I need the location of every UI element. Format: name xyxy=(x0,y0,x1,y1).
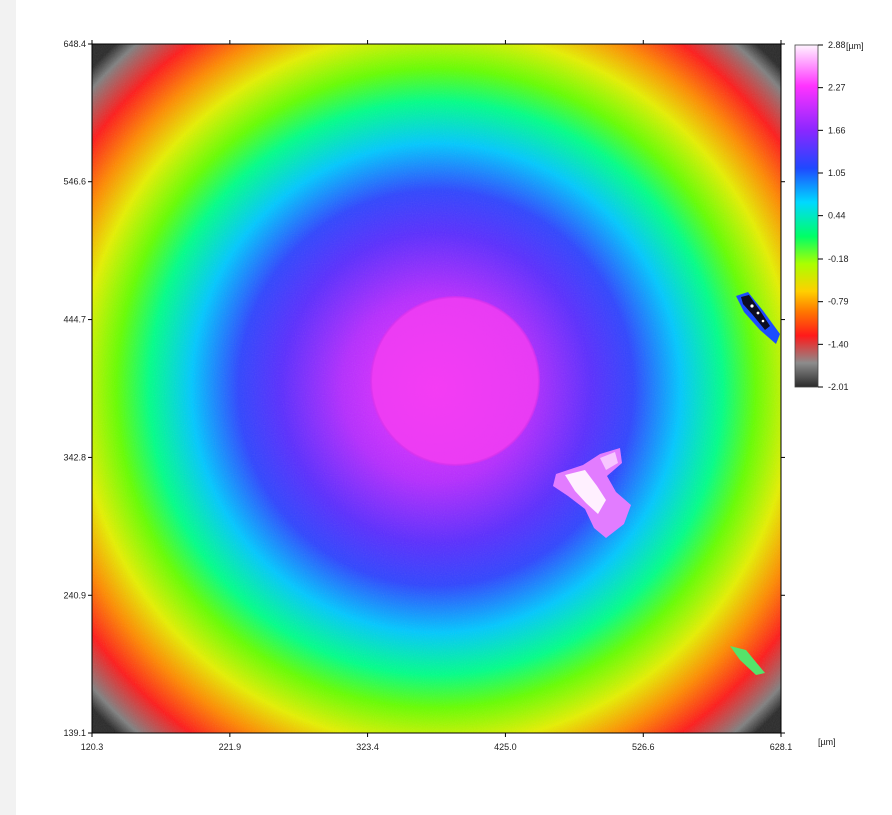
colorbar-tick-label: 0.44 xyxy=(828,211,846,221)
surface-map xyxy=(92,44,781,733)
plot-frame xyxy=(91,43,782,734)
x-axis-unit: [µm] xyxy=(818,737,836,747)
colorbar-tick-label: 1.66 xyxy=(828,125,846,135)
x-tick-label: 323.4 xyxy=(356,742,379,752)
colorbar-tick-label: -2.01 xyxy=(828,382,849,392)
x-tick-label: 221.9 xyxy=(219,742,242,752)
colorbar-tick-label: 1.05 xyxy=(828,168,846,178)
central-plateau xyxy=(371,297,539,465)
y-tick-label: 342.8 xyxy=(63,452,86,462)
small-particle xyxy=(730,646,765,675)
colorbar-tick-label: -1.40 xyxy=(828,339,849,349)
x-tick-label: 425.0 xyxy=(494,742,517,752)
y-tick-label: 648.4 xyxy=(63,39,86,49)
x-tick-label: 526.6 xyxy=(632,742,655,752)
y-axis: 139.1 240.9 342.8 444.7 546.6 648.4 xyxy=(63,39,785,738)
x-tick-label: 120.3 xyxy=(81,742,104,752)
x-axis: 120.3 221.9 323.4 425.0 526.6 628.1 xyxy=(81,40,793,752)
plateau-edge xyxy=(370,296,540,466)
edge-debris xyxy=(736,292,780,344)
colorbar-tick-label: 2.88 xyxy=(828,40,846,50)
colorbar-tick-label: 2.27 xyxy=(828,83,846,93)
particle-defect xyxy=(553,448,631,538)
x-tick-label: 628.1 xyxy=(770,742,793,752)
colorbar-tick-label: -0.18 xyxy=(828,254,849,264)
y-tick-label: 240.9 xyxy=(63,590,86,600)
colorbar-ticks: 2.88 2.27 1.66 1.05 0.44 -0.18 -0.79 -1.40 -2.01 xyxy=(818,40,849,392)
colorbar-unit: [µm] xyxy=(846,41,864,51)
y-tick-label: 444.7 xyxy=(63,315,86,325)
colorbar: 2.88 2.27 1.66 1.05 0.44 -0.18 -0.79 -1.40 -2.01… xyxy=(794,40,864,392)
colorbar-tick-label: -0.79 xyxy=(828,297,849,307)
y-tick-label: 139.1 xyxy=(63,728,86,738)
y-tick-label: 546.6 xyxy=(63,177,86,187)
colorbar-gradient xyxy=(794,44,819,388)
